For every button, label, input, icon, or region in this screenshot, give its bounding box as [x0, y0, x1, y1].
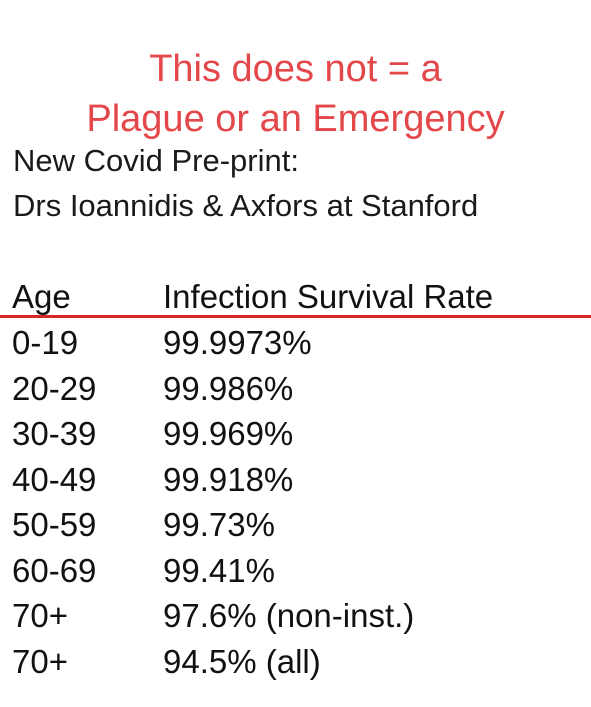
- subtitle-line: Drs Ioannidis & Axfors at Stanford: [13, 188, 479, 223]
- age-cell: 30-39: [12, 415, 97, 452]
- age-cell: 60-69: [12, 551, 97, 589]
- title-line: This does not = a: [149, 48, 442, 90]
- rate-cell: 99.986%: [163, 369, 294, 407]
- column-header: Age: [12, 278, 71, 315]
- subtitle-line: New Covid Pre-print:: [13, 143, 299, 178]
- rate-cell: 99.41%: [163, 551, 275, 589]
- age-cell: 40-49: [12, 460, 97, 498]
- column-header: Infection Survival Rate: [163, 278, 494, 315]
- rate-cell: 99.9973%: [163, 324, 312, 361]
- rate-cell: 97.6% (non-inst.): [163, 597, 415, 634]
- age-cell: 0-19: [12, 324, 79, 361]
- age-cell: 50-59: [12, 506, 97, 543]
- rate-cell: 99.969%: [163, 415, 294, 452]
- rate-cell: 94.5% (all): [163, 642, 321, 680]
- header-rule: [0, 315, 591, 318]
- age-cell: 70+: [12, 597, 68, 634]
- title-line: Plague or an Emergency: [86, 98, 505, 140]
- rate-cell: 99.918%: [163, 460, 294, 498]
- age-cell: 20-29: [12, 369, 97, 407]
- rate-cell: 99.73%: [163, 506, 275, 543]
- age-cell: 70+: [12, 642, 68, 680]
